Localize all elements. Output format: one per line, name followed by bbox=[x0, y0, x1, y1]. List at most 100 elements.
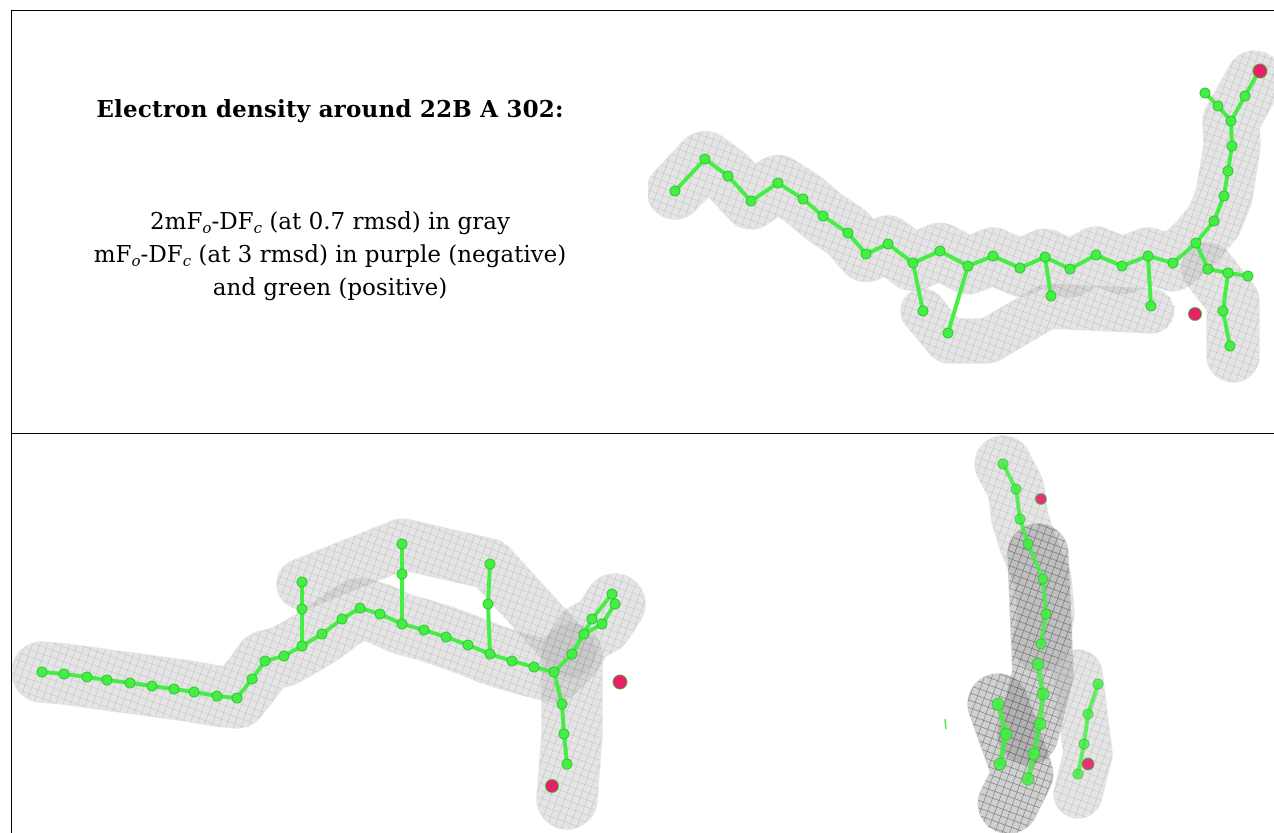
carbon-atom bbox=[484, 648, 496, 660]
caption-cell: Electron density around 22B A 302: 2mFo-… bbox=[11, 10, 649, 434]
carbon-atom bbox=[993, 757, 1007, 771]
carbon-atom bbox=[1092, 678, 1104, 690]
carbon-atom bbox=[396, 538, 408, 550]
carbon-atom bbox=[259, 655, 271, 667]
carbon-atom bbox=[699, 153, 711, 165]
carbon-atom bbox=[1222, 267, 1234, 279]
carbon-atom bbox=[578, 628, 590, 640]
carbon-atom bbox=[1199, 87, 1211, 99]
legend-line-mfo-dfc: mFo-DFc (at 3 rmsd) in purple (negative) bbox=[93, 242, 567, 270]
carbon-atom bbox=[188, 686, 200, 698]
oxygen-atom bbox=[545, 779, 559, 793]
carbon-atom bbox=[336, 613, 348, 625]
bond bbox=[673, 157, 707, 193]
carbon-atom bbox=[211, 690, 223, 702]
density-outline bbox=[1053, 649, 1113, 819]
carbon-atom bbox=[1022, 538, 1034, 550]
carbon-atom bbox=[797, 193, 809, 205]
carbon-atom bbox=[934, 245, 946, 257]
oxygen-atom bbox=[1252, 63, 1268, 79]
density-view-1 bbox=[648, 10, 1274, 434]
ligand-density-image-3 bbox=[944, 435, 1113, 833]
carbon-atom bbox=[1212, 100, 1224, 112]
carbon-atom bbox=[81, 671, 93, 683]
density-view-3 bbox=[648, 433, 1274, 833]
density-mesh bbox=[901, 284, 1175, 363]
figure-table: Electron density around 22B A 302: 2mFo-… bbox=[11, 10, 1274, 833]
carbon-atom bbox=[1014, 262, 1026, 274]
oxygen-atom bbox=[1081, 757, 1095, 771]
carbon-atom bbox=[396, 618, 408, 630]
carbon-atom bbox=[586, 613, 598, 625]
density-mesh bbox=[277, 519, 597, 679]
carbon-atom bbox=[316, 628, 328, 640]
carbon-atom bbox=[36, 666, 48, 678]
carbon-atom bbox=[482, 598, 494, 610]
carbon-atom bbox=[817, 210, 829, 222]
carbon-atom bbox=[396, 568, 408, 580]
carbon-atom bbox=[374, 608, 386, 620]
carbon-atom bbox=[354, 602, 366, 614]
carbon-atom bbox=[296, 603, 308, 615]
carbon-atom bbox=[772, 177, 784, 189]
bond bbox=[552, 670, 564, 706]
carbon-atom bbox=[168, 683, 180, 695]
bond bbox=[486, 562, 492, 606]
ligand-density-image-2 bbox=[12, 518, 646, 830]
oxygen-atom bbox=[1188, 307, 1202, 321]
positive-density-speck bbox=[944, 718, 947, 730]
carbon-atom bbox=[1116, 260, 1128, 272]
carbon-atom bbox=[1222, 165, 1234, 177]
carbon-atom bbox=[991, 697, 1005, 711]
carbon-atom bbox=[1217, 305, 1229, 317]
carbon-atom bbox=[942, 327, 954, 339]
density-outline bbox=[900, 283, 1176, 364]
carbon-atom bbox=[609, 598, 621, 610]
carbon-atom bbox=[1078, 738, 1090, 750]
carbon-atom bbox=[1082, 708, 1094, 720]
carbon-atom bbox=[231, 692, 243, 704]
carbon-atom bbox=[1202, 263, 1214, 275]
carbon-atom bbox=[1226, 140, 1238, 152]
carbon-atom bbox=[669, 185, 681, 197]
bond bbox=[911, 261, 925, 313]
carbon-atom bbox=[1208, 215, 1220, 227]
bond bbox=[1221, 309, 1232, 348]
carbon-atom bbox=[1039, 251, 1051, 263]
density-view-2 bbox=[11, 433, 649, 833]
carbon-atom bbox=[1031, 657, 1045, 671]
figure-title: Electron density around 22B A 302: bbox=[96, 96, 564, 123]
bond bbox=[1221, 271, 1230, 313]
carbon-atom bbox=[418, 624, 430, 636]
carbon-atom bbox=[566, 648, 578, 660]
density-outline bbox=[536, 623, 603, 830]
oxygen-atom bbox=[612, 674, 628, 690]
carbon-atom bbox=[1036, 687, 1050, 701]
carbon-atom bbox=[1021, 772, 1035, 786]
carbon-atom bbox=[596, 618, 608, 630]
carbon-atom bbox=[606, 588, 618, 600]
bond bbox=[749, 181, 780, 203]
bond bbox=[1026, 542, 1045, 581]
carbon-atom bbox=[296, 576, 308, 588]
bond bbox=[1146, 254, 1153, 308]
carbon-atom bbox=[1040, 608, 1052, 620]
carbon-atom bbox=[860, 248, 872, 260]
carbon-atom bbox=[506, 655, 518, 667]
carbon-atom bbox=[146, 680, 158, 692]
carbon-atom bbox=[124, 677, 136, 689]
carbon-atom bbox=[1045, 290, 1057, 302]
carbon-atom bbox=[1224, 340, 1236, 352]
density-mesh bbox=[1182, 243, 1259, 382]
carbon-atom bbox=[722, 170, 734, 182]
carbon-atom bbox=[1225, 115, 1237, 127]
carbon-atom bbox=[987, 250, 999, 262]
carbon-atom bbox=[1218, 190, 1230, 202]
carbon-atom bbox=[745, 195, 757, 207]
carbon-atom bbox=[1033, 717, 1047, 731]
density-mesh bbox=[537, 624, 602, 829]
carbon-atom bbox=[1014, 513, 1026, 525]
bond bbox=[486, 602, 492, 656]
carbon-atom bbox=[462, 639, 474, 651]
carbon-atom bbox=[1242, 270, 1254, 282]
